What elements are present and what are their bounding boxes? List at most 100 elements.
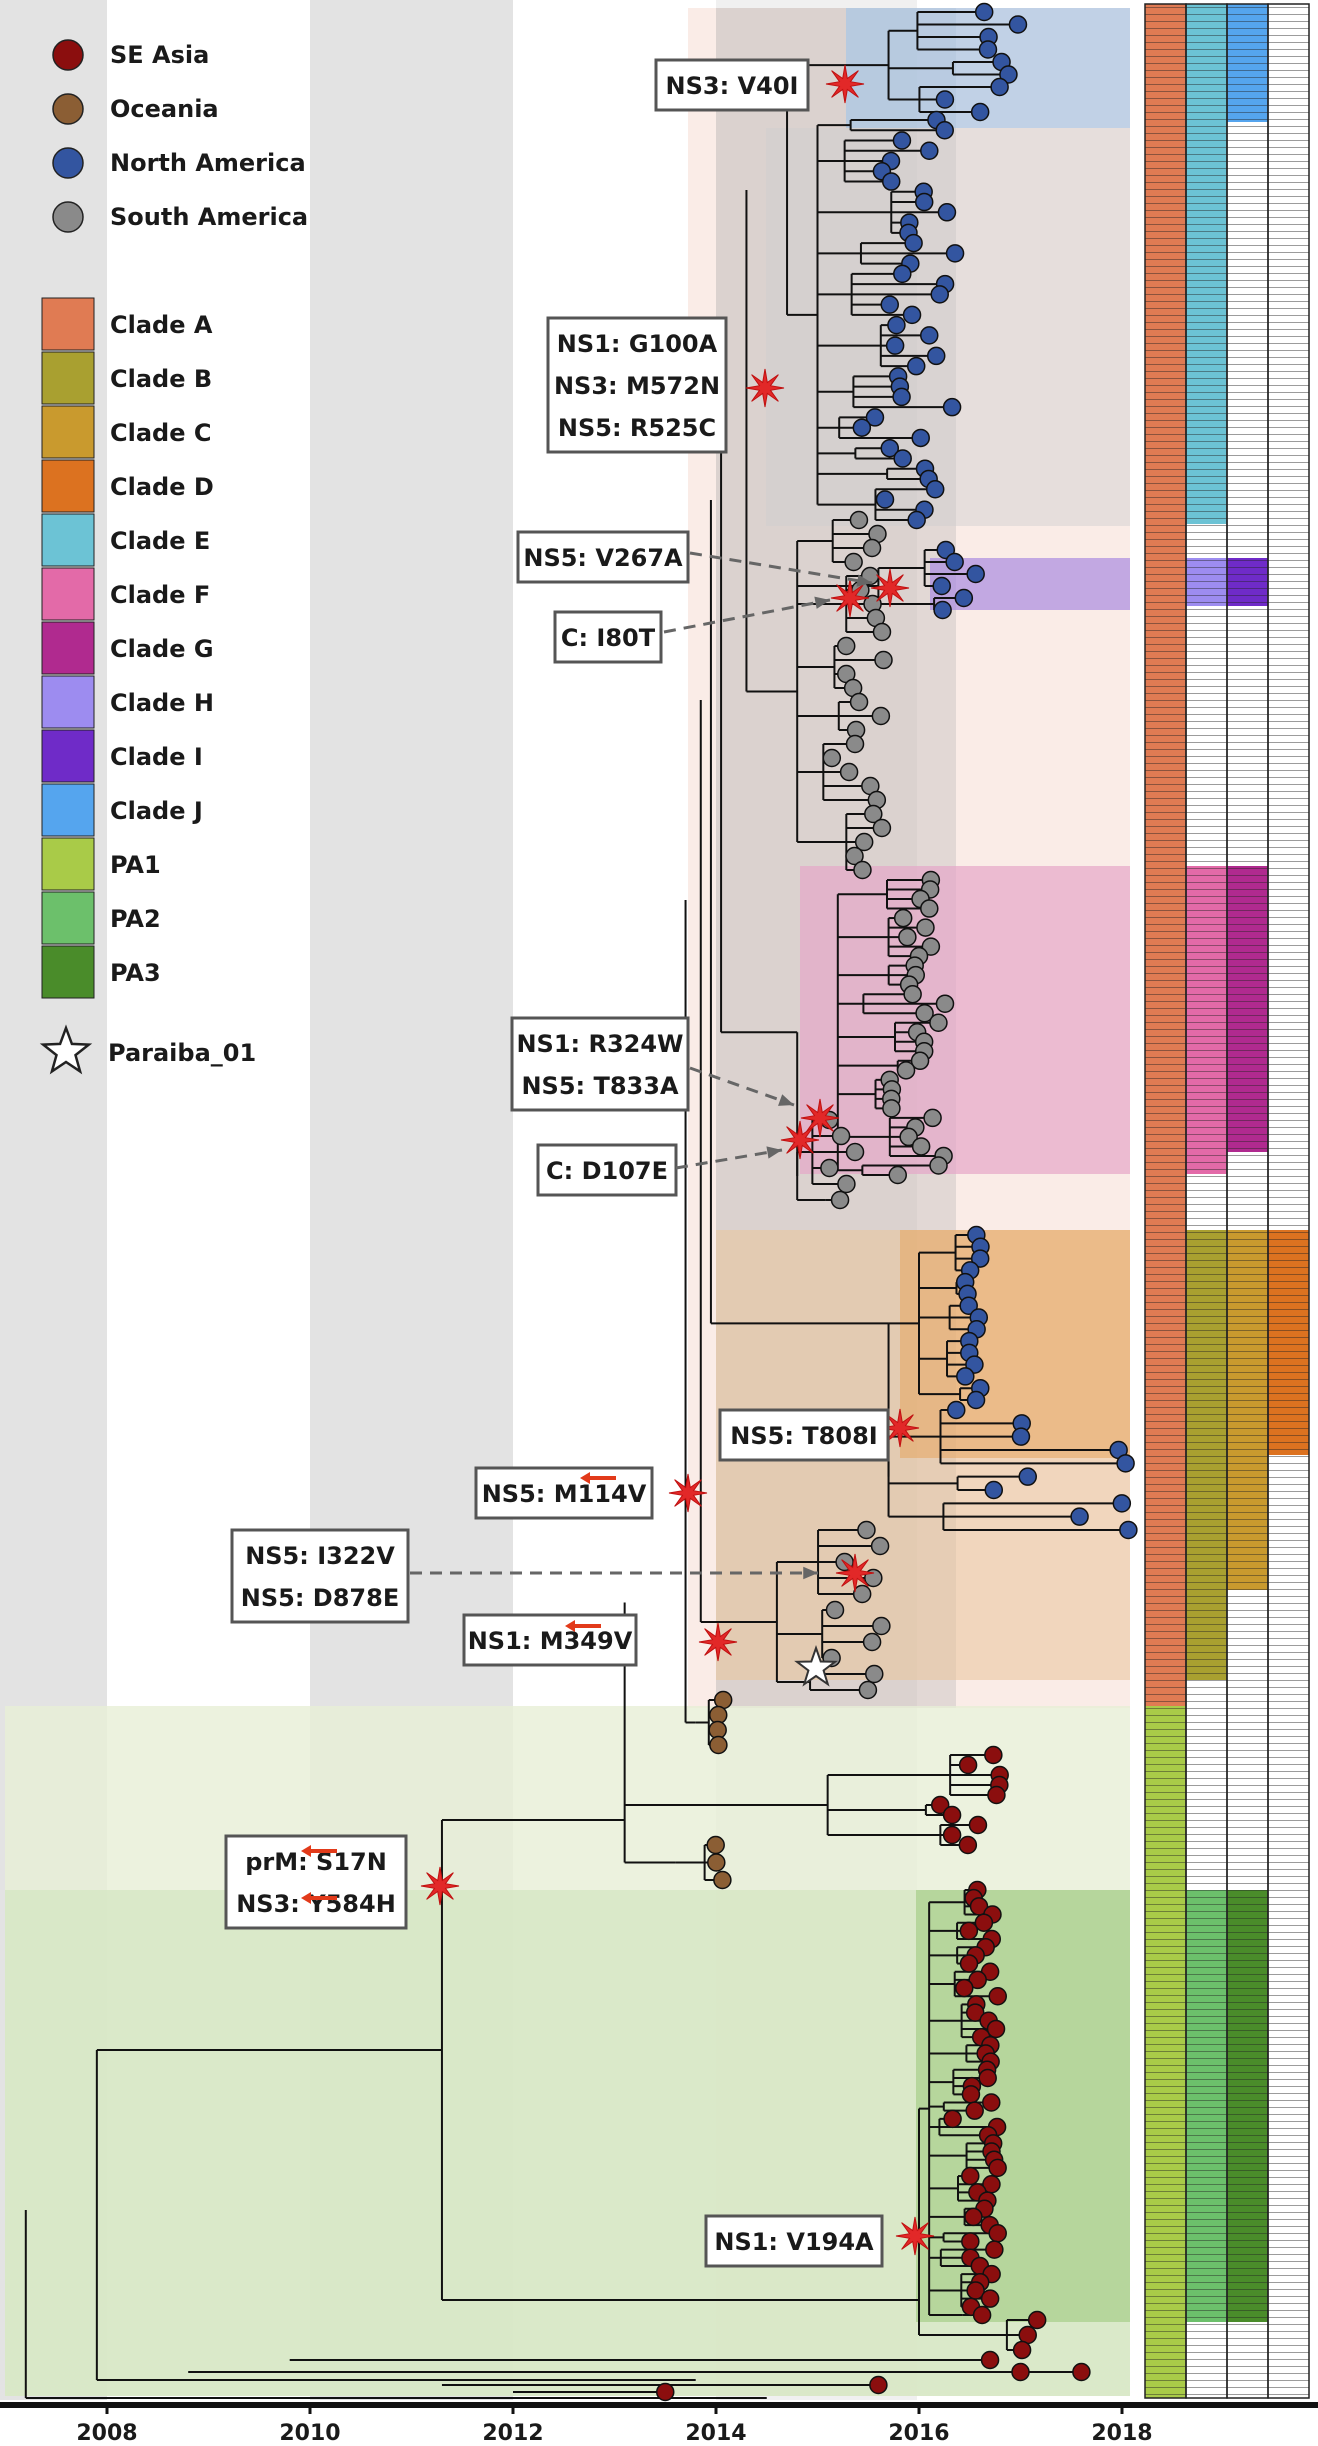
tip-point bbox=[915, 1003, 934, 1023]
tip-point bbox=[933, 600, 952, 620]
axis-tick-label: 2008 bbox=[76, 2421, 137, 2446]
tip-point bbox=[656, 2382, 675, 2402]
legend: SE Asia Oceania North America South America… bbox=[39, 39, 308, 1075]
tip-point bbox=[1011, 1427, 1031, 1446]
mutation-label: NS5: M114V bbox=[482, 1480, 647, 1508]
tip-point bbox=[899, 1127, 918, 1147]
tip-point bbox=[945, 244, 965, 263]
tip-point bbox=[893, 264, 912, 284]
mutation-star bbox=[870, 568, 910, 608]
tip-point bbox=[858, 1680, 878, 1700]
tip-point bbox=[882, 1099, 901, 1118]
annotation-arrowhead bbox=[856, 574, 872, 587]
tip-point bbox=[947, 1400, 966, 1420]
tip-point bbox=[706, 1835, 725, 1855]
mutation-label: NS3: M572N bbox=[554, 372, 720, 400]
legend-clade-swatch bbox=[41, 729, 95, 783]
mutation-label: NS1: R324W bbox=[516, 1030, 683, 1058]
legend-region-label: Oceania bbox=[110, 95, 219, 123]
tip-point bbox=[961, 2166, 980, 2186]
tip-point bbox=[929, 1013, 948, 1032]
mutation-annotation-box bbox=[654, 58, 810, 112]
legend-clade-swatch bbox=[41, 675, 95, 729]
tip-point bbox=[974, 2, 994, 22]
legend-clade-swatch bbox=[41, 837, 95, 891]
legend-region-label: North America bbox=[110, 149, 306, 177]
tip-point bbox=[892, 387, 911, 407]
tip-point bbox=[865, 408, 885, 427]
tip-point bbox=[904, 233, 923, 253]
mutation-label: NS3: Y584H bbox=[236, 1890, 396, 1918]
tip-point bbox=[925, 479, 945, 499]
mutation-label: NS5: T833A bbox=[521, 1072, 678, 1100]
tip-point bbox=[958, 1835, 978, 1855]
mutation-star bbox=[668, 1473, 708, 1513]
mutation-star bbox=[698, 1622, 738, 1662]
legend-clade-swatch bbox=[41, 567, 95, 621]
tip-point bbox=[914, 192, 934, 212]
mutation-annotation-box bbox=[553, 610, 663, 664]
tip-point bbox=[959, 1296, 978, 1315]
mutation-star bbox=[780, 1120, 820, 1160]
tip-point bbox=[911, 1137, 931, 1156]
tip-points bbox=[656, 2, 1138, 2402]
tip-point bbox=[872, 1616, 891, 1636]
tip-point bbox=[954, 588, 974, 608]
legend-clade-swatch bbox=[41, 459, 95, 513]
legend-clade-label: Clade B bbox=[110, 365, 212, 393]
tip-point bbox=[965, 2101, 984, 2120]
annotation-arrowhead bbox=[814, 596, 830, 609]
tip-point bbox=[970, 1249, 990, 1268]
tip-point bbox=[707, 1853, 726, 1872]
mutation-annotation-box bbox=[718, 1408, 890, 1462]
tip-point bbox=[910, 1051, 930, 1071]
tip-point bbox=[935, 90, 955, 109]
annotation-arrowhead bbox=[778, 1094, 794, 1106]
tip-point bbox=[968, 1970, 987, 1990]
mutation-annotation-box bbox=[704, 2214, 884, 2268]
tip-point bbox=[955, 1978, 974, 1998]
legend-region-swatch bbox=[52, 39, 84, 71]
legend-region-label: SE Asia bbox=[110, 41, 209, 69]
mutation-annotation-box bbox=[462, 1613, 638, 1667]
tip-point bbox=[956, 1367, 975, 1386]
tip-point bbox=[959, 1921, 979, 1941]
mutation-markers bbox=[420, 64, 935, 2256]
tip-point bbox=[902, 305, 922, 325]
legend-clade-swatch bbox=[41, 405, 95, 459]
reversion-arrowhead bbox=[580, 1472, 590, 1484]
tip-point bbox=[1116, 1454, 1135, 1473]
tip-point bbox=[988, 1987, 1007, 2006]
mutation-star bbox=[800, 1098, 840, 1138]
tip-point bbox=[839, 762, 859, 782]
legend-region-swatch bbox=[52, 93, 84, 125]
tip-point bbox=[893, 449, 912, 468]
tip-point bbox=[881, 172, 901, 191]
matrix-column-border bbox=[1267, 3, 1310, 2399]
tip-point bbox=[935, 121, 954, 140]
tip-point bbox=[920, 899, 939, 918]
tip-point bbox=[937, 203, 957, 222]
tip-point bbox=[980, 2289, 1000, 2308]
tip-point bbox=[872, 622, 892, 642]
tip-point bbox=[1008, 15, 1028, 34]
tip-point bbox=[887, 315, 906, 335]
tip-point bbox=[974, 1913, 994, 1932]
legend-clade-swatch bbox=[41, 783, 95, 837]
mutation-annotation-box bbox=[516, 530, 690, 584]
tip-point bbox=[945, 552, 964, 572]
tip-point bbox=[961, 2232, 980, 2251]
legend-clade-swatch bbox=[41, 945, 95, 999]
reversion-arrowhead bbox=[301, 1892, 311, 1904]
tip-point bbox=[1011, 2362, 1030, 2382]
tip-point bbox=[849, 692, 869, 712]
tip-point bbox=[852, 418, 872, 437]
tip-point bbox=[845, 1142, 865, 1162]
tip-point bbox=[942, 1805, 962, 1825]
tip-point bbox=[999, 65, 1018, 84]
legend-clade-swatch bbox=[41, 513, 95, 567]
tip-point bbox=[907, 510, 926, 530]
tip-point bbox=[880, 438, 900, 458]
tip-point bbox=[837, 1174, 856, 1194]
mutation-star bbox=[825, 64, 865, 104]
